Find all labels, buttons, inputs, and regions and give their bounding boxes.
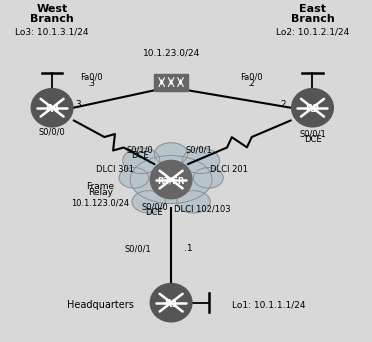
Text: R1: R1 [164, 299, 178, 308]
Text: Branch: Branch [30, 14, 74, 24]
Ellipse shape [193, 168, 223, 188]
Text: Headquarters: Headquarters [67, 300, 134, 310]
Circle shape [31, 89, 73, 127]
Text: Frame: Frame [86, 182, 115, 191]
Text: Lo3: 10.1.3.1/24: Lo3: 10.1.3.1/24 [15, 28, 89, 37]
Text: DLCI 201: DLCI 201 [210, 165, 248, 174]
Text: .2: .2 [278, 101, 286, 109]
Ellipse shape [154, 143, 188, 165]
Text: Lo1: 10.1.1.1/24: Lo1: 10.1.1.1/24 [232, 301, 306, 310]
Text: 10.1.23.0/24: 10.1.23.0/24 [142, 49, 200, 57]
Ellipse shape [182, 148, 219, 173]
Text: Relay: Relay [88, 188, 113, 197]
Ellipse shape [130, 156, 212, 203]
Text: .1: .1 [184, 244, 193, 253]
Text: Branch: Branch [291, 14, 334, 24]
Circle shape [292, 89, 333, 127]
Circle shape [150, 284, 192, 322]
Text: DCE: DCE [131, 152, 149, 160]
Text: DLCI 102/103: DLCI 102/103 [174, 205, 231, 214]
Text: S0/1/0: S0/1/0 [126, 146, 153, 155]
Text: .3: .3 [87, 79, 95, 88]
Ellipse shape [132, 190, 166, 213]
Ellipse shape [177, 190, 210, 213]
Text: S0/0/0: S0/0/0 [39, 127, 65, 136]
Ellipse shape [119, 168, 149, 188]
Text: .2: .2 [247, 79, 255, 88]
Text: DLCI 301: DLCI 301 [96, 165, 134, 174]
Text: R2: R2 [305, 104, 320, 114]
Text: Fa0/0: Fa0/0 [80, 73, 102, 81]
Text: 10.1.123.0/24: 10.1.123.0/24 [71, 199, 129, 208]
Text: S0/0/1: S0/0/1 [124, 244, 151, 253]
Text: .3: .3 [73, 101, 81, 109]
Text: Lo2: 10.1.2.1/24: Lo2: 10.1.2.1/24 [276, 28, 349, 37]
Text: East: East [299, 3, 326, 14]
Text: S0/0/0: S0/0/0 [141, 202, 168, 211]
Text: DCE: DCE [145, 208, 163, 217]
Text: S0/0/1: S0/0/1 [299, 130, 326, 139]
Circle shape [150, 160, 192, 199]
Text: R3/FR: R3/FR [157, 176, 185, 185]
Text: DCE: DCE [304, 135, 321, 144]
Ellipse shape [123, 148, 160, 173]
FancyBboxPatch shape [154, 74, 188, 91]
Text: R4: R4 [45, 104, 59, 114]
Text: Fa0/0: Fa0/0 [240, 73, 262, 81]
Text: S0/0/1: S0/0/1 [186, 146, 212, 155]
Text: West: West [36, 3, 68, 14]
